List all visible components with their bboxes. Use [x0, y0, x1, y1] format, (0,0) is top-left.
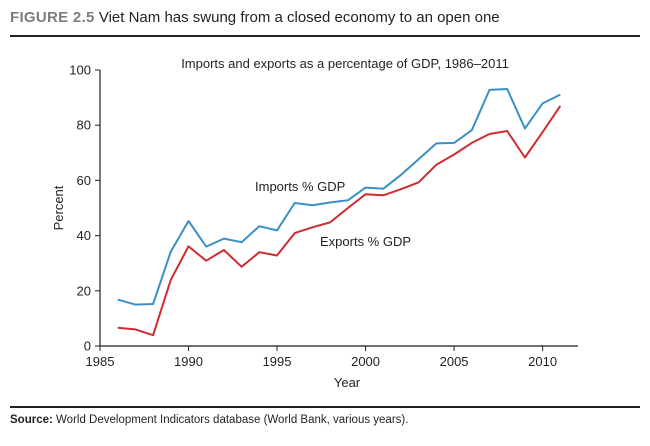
source-note: Source: World Development Indicators dat…	[10, 414, 408, 426]
y-tick-label: 100	[69, 63, 91, 78]
y-tick-label: 20	[77, 283, 91, 298]
x-ticks: 1985 1990 1995 2000 2005 2010	[86, 346, 557, 369]
source-label: Source:	[10, 414, 53, 426]
figure-title: Viet Nam has swung from a closed economy…	[98, 9, 500, 26]
chart-title: Imports and exports as a percentage of G…	[181, 56, 509, 71]
series-lines	[117, 88, 562, 337]
exports-line	[117, 105, 562, 337]
x-tick-label: 1985	[86, 354, 115, 369]
source-text: World Development Indicators database (W…	[56, 414, 409, 426]
figure-header: FIGURE 2.5 Viet Nam has swung from a clo…	[10, 9, 500, 26]
series-label-exports: Exports % GDP	[320, 234, 411, 249]
line-chart: Imports and exports as a percentage of G…	[51, 56, 578, 390]
top-rule	[10, 35, 640, 37]
y-axis-label: Percent	[51, 185, 66, 230]
y-ticks: 0 20 40 60 80 100	[69, 63, 100, 354]
x-tick-label: 2010	[528, 354, 557, 369]
figure-label: FIGURE 2.5	[10, 9, 95, 26]
series-label-imports: Imports % GDP	[255, 179, 345, 194]
y-tick-label: 60	[77, 173, 91, 188]
x-tick-label: 1990	[174, 354, 203, 369]
bottom-rule	[10, 406, 640, 408]
y-tick-label: 80	[77, 118, 91, 133]
y-tick-label: 0	[84, 339, 91, 354]
x-tick-label: 1995	[263, 354, 292, 369]
x-tick-label: 2005	[440, 354, 469, 369]
x-tick-label: 2000	[351, 354, 380, 369]
y-tick-label: 40	[77, 228, 91, 243]
x-axis-label: Year	[334, 375, 361, 390]
imports-line	[117, 88, 561, 306]
